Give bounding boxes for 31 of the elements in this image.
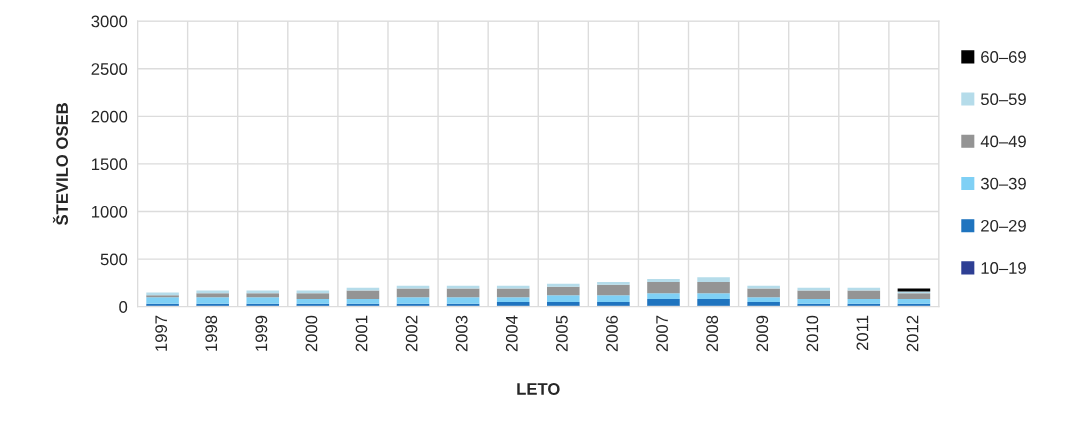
y-tick-label: 3000 xyxy=(91,15,128,28)
x-tick-label: 2000 xyxy=(305,315,318,352)
legend-label: 40–49 xyxy=(980,135,1026,148)
legend-label: 60–69 xyxy=(981,51,1026,63)
legend-label: 10–19 xyxy=(981,262,1026,274)
x-tick-label: 2003 xyxy=(455,315,468,352)
legend-label: 30–39 xyxy=(980,177,1026,190)
y-axis-title: ŠTEVILO OSEB xyxy=(52,103,69,226)
y-tick-label: 1500 xyxy=(92,158,128,171)
x-tick-label: 2007 xyxy=(656,315,668,352)
x-tick-label: 2008 xyxy=(706,315,719,352)
x-tick-label: 2002 xyxy=(405,315,418,352)
x-tick-label: 2001 xyxy=(355,315,368,352)
x-axis-title: LETO xyxy=(517,383,560,395)
x-tick-label: 2005 xyxy=(555,315,568,352)
y-tick-label: 0 xyxy=(119,301,128,313)
y-tick-label: 500 xyxy=(100,253,128,266)
x-tick-label: 2012 xyxy=(906,315,919,352)
x-tick-label: 2006 xyxy=(606,315,618,352)
y-tick-label: 2500 xyxy=(91,63,128,75)
x-tick-label: 2009 xyxy=(756,315,769,352)
x-tick-label: 2004 xyxy=(505,315,518,352)
y-tick-label: 1000 xyxy=(92,205,128,218)
legend-label: 20–29 xyxy=(981,219,1026,232)
x-tick-label: 1997 xyxy=(155,315,168,351)
x-tick-label: 1999 xyxy=(255,315,268,351)
x-tick-label: 2011 xyxy=(856,315,869,351)
y-tick-label: 2000 xyxy=(91,110,128,123)
x-tick-label: 1998 xyxy=(205,315,218,351)
x-tick-label: 2010 xyxy=(806,315,819,352)
legend-label: 50–59 xyxy=(980,93,1026,106)
